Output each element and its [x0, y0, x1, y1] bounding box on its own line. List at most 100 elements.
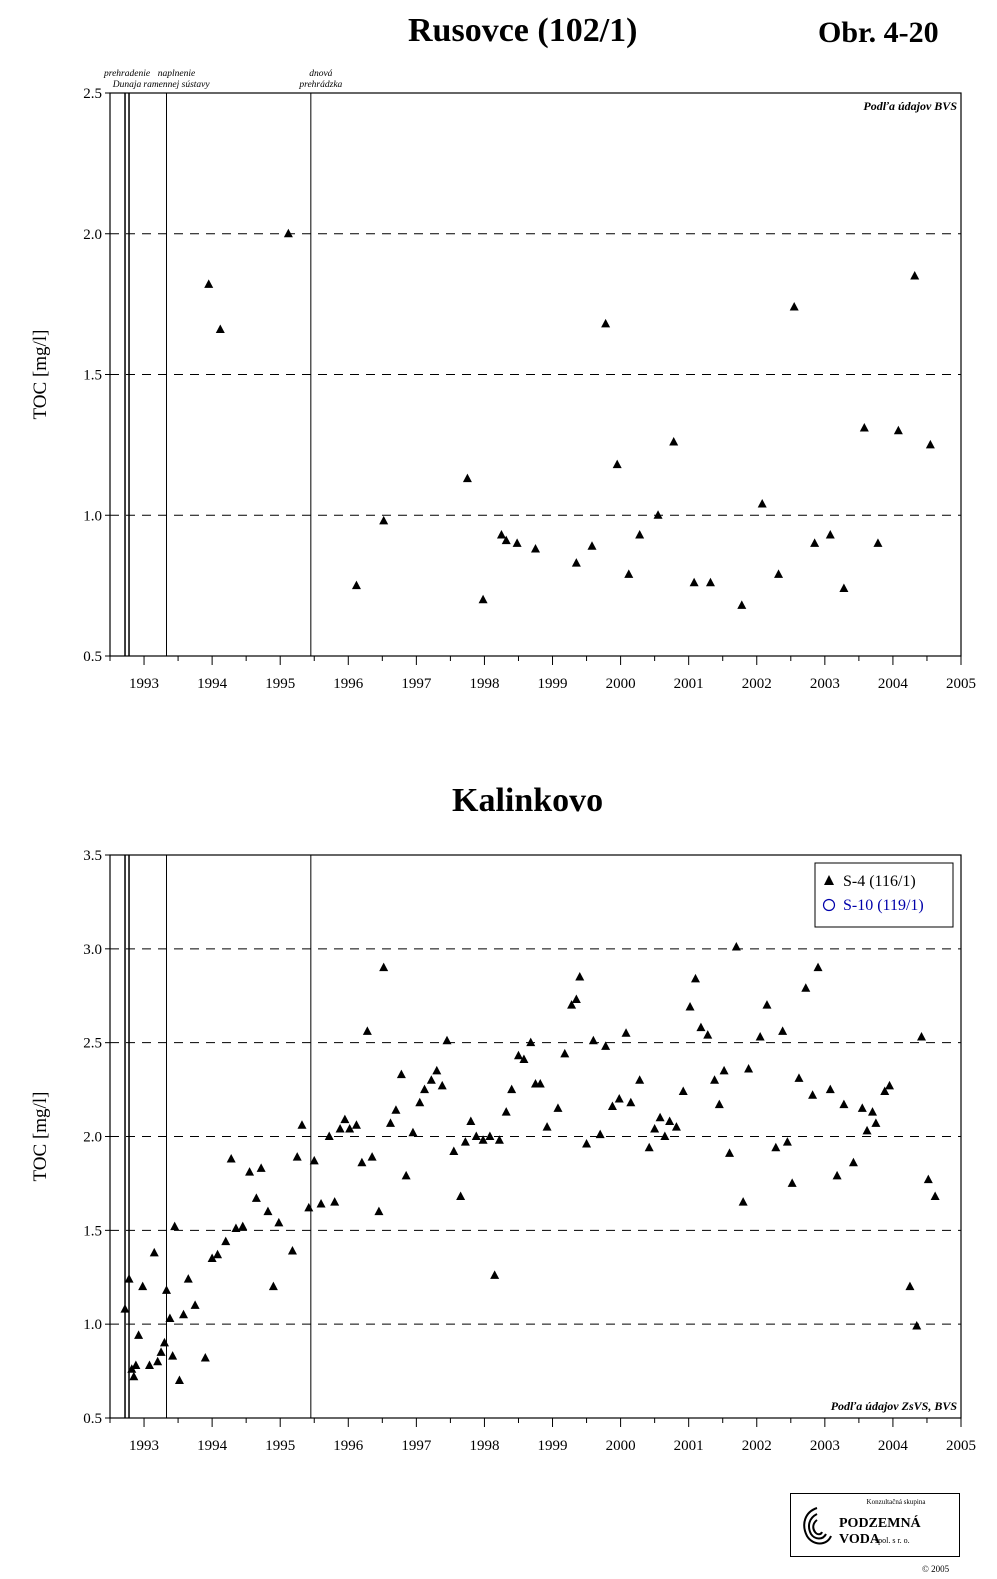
chart-0-data-point — [215, 324, 225, 333]
chart-1-data-point — [149, 1247, 159, 1257]
chart-0-data-point — [925, 439, 935, 449]
chart-1-data-point — [274, 1217, 284, 1227]
chart-1-data-point — [744, 1063, 754, 1073]
chart-1-data-point — [626, 1097, 636, 1107]
chart-1-data-point — [396, 1069, 406, 1079]
logo-top-text: Konzultačná skupina — [866, 1498, 926, 1506]
chart-1-data-point — [553, 1103, 563, 1112]
chart-0-data-point — [737, 600, 747, 609]
chart-1-legend-label: S-4 (116/1) — [843, 873, 916, 890]
chart-1-data-point — [226, 1154, 236, 1163]
chart-0-data-point — [601, 318, 611, 328]
chart-1-data-point — [449, 1146, 459, 1156]
chart-1-data-point — [367, 1152, 377, 1161]
chart-1-data-point — [660, 1131, 670, 1140]
chart-1-data-point — [912, 1321, 922, 1330]
chart-1-data-point — [839, 1099, 849, 1109]
chart-1-data-point — [170, 1221, 180, 1231]
chart-1-data-point — [251, 1193, 261, 1202]
page-title: Rusovce (102/1) — [408, 12, 638, 49]
water-logo-icon — [803, 1507, 832, 1545]
chart-1-data-point — [719, 1065, 729, 1075]
chart-0-data-point — [571, 558, 581, 567]
chart-0-event-label: Dunaja — [112, 80, 142, 90]
chart-0-y-tick-label: 1.0 — [83, 508, 102, 524]
chart-1-data-point — [385, 1118, 395, 1127]
chart-1-x-tick-label: 1999 — [538, 1438, 568, 1454]
chart-1-data-point — [287, 1245, 297, 1255]
chart-1-data-point — [650, 1123, 660, 1133]
chart-1-data-point — [231, 1223, 241, 1232]
chart-1-data-point — [801, 983, 811, 992]
chart-1-data-point — [292, 1152, 302, 1161]
chart-0-x-tick-label: 1997 — [401, 676, 432, 692]
chart-1-data-point — [437, 1080, 447, 1090]
chart-rusovce: 0.5 1.0 1.5 2.0 2.5 1993 1994 1995 1996 1997 1998 1… — [30, 69, 976, 692]
chart-1-data-point — [129, 1371, 139, 1381]
logo-company-name: PODZEMNÁ VODA — [839, 1516, 921, 1547]
chart-0-event-label: prehradenie — [103, 69, 150, 79]
chart-0-data-point — [635, 529, 645, 539]
chart-0-data-point — [351, 580, 361, 590]
chart-0-data-point — [839, 583, 849, 592]
chart-0-y-tick-label: 2.5 — [83, 86, 102, 102]
chart-0-event-label: ramennej sústavy — [143, 80, 210, 90]
chart-0-data-point — [496, 529, 506, 539]
chart-0-x-tick-label: 2004 — [878, 676, 909, 692]
chart-1-y-tick-label: 2.5 — [83, 1036, 102, 1052]
chart-0-x-tick-label: 2000 — [606, 676, 636, 692]
chart-1-data-point — [268, 1281, 278, 1291]
chart-1-data-point — [183, 1274, 193, 1283]
chart-1-data-point — [159, 1337, 169, 1347]
chart-1-y-tick-label: 3.5 — [83, 848, 102, 864]
chart-1-data-point — [832, 1170, 842, 1180]
chart-1-data-point — [415, 1097, 425, 1107]
chart-1-x-tick-label: 2003 — [810, 1438, 840, 1454]
chart-1-data-point — [420, 1084, 430, 1094]
chart-1-data-point — [165, 1313, 175, 1323]
chart-1-data-point — [408, 1127, 418, 1137]
chart-1-data-point — [456, 1191, 466, 1201]
chart-1-data-point — [867, 1107, 877, 1116]
chart-1-data-point — [862, 1125, 872, 1135]
chart-1-data-point — [263, 1206, 273, 1216]
chart-1-data-point — [885, 1080, 895, 1090]
chart-1-data-point — [179, 1309, 189, 1319]
chart-1-data-point — [848, 1157, 858, 1167]
chart-1-data-point — [607, 1101, 617, 1110]
chart-1-y-tick-label: 3.0 — [83, 942, 102, 958]
chart-1-legend — [814, 862, 954, 928]
chart-0-data-point — [825, 529, 835, 539]
chart-1-data-point — [345, 1123, 355, 1133]
chart-0-data-point — [689, 577, 699, 587]
chart-1-data-point — [309, 1155, 319, 1165]
chart-1-data-point — [460, 1137, 470, 1146]
chart-1-y-tick-label: 0.5 — [83, 1411, 102, 1427]
figure-number: Obr. 4-20 — [818, 16, 939, 49]
chart-0-event-label: prehrádzka — [298, 80, 342, 90]
chart-0-data-point — [283, 228, 293, 238]
chart-0-data-point — [774, 569, 784, 578]
chart-1-legend-marker — [822, 898, 836, 912]
chart-0-data-point — [893, 425, 903, 435]
chart-0-x-tick-label: 2001 — [674, 676, 704, 692]
chart-0-data-point — [204, 279, 214, 288]
chart-1-data-point — [738, 1197, 748, 1206]
chart-1-data-point — [324, 1131, 334, 1140]
chart-1-data-point — [138, 1281, 148, 1291]
chart-1-data-point — [207, 1253, 217, 1262]
chart-1-y-tick-label: 1.5 — [83, 1223, 102, 1239]
chart-1-data-point — [153, 1356, 163, 1366]
chart-1-data-point — [813, 962, 823, 972]
chart-0-x-tick-label: 2002 — [742, 676, 772, 692]
chart-1-data-point — [857, 1103, 867, 1112]
chart-1-data-point — [190, 1300, 200, 1309]
chart-1-x-tick-label: 2002 — [742, 1438, 772, 1454]
chart-1-x-tick-label: 2004 — [878, 1438, 909, 1454]
chart-1-x-tick-label: 1994 — [197, 1438, 228, 1454]
chart-1-data-point — [156, 1347, 166, 1356]
chart-kalinkovo: 0.5 1.0 1.5 2.0 2.5 3.0 3.5 1993 1994 1995 1996 199… — [30, 848, 976, 1454]
chart-1-legend-marker — [824, 875, 834, 885]
chart-1-data-point — [787, 1178, 797, 1187]
chart-1-data-point — [690, 973, 700, 983]
